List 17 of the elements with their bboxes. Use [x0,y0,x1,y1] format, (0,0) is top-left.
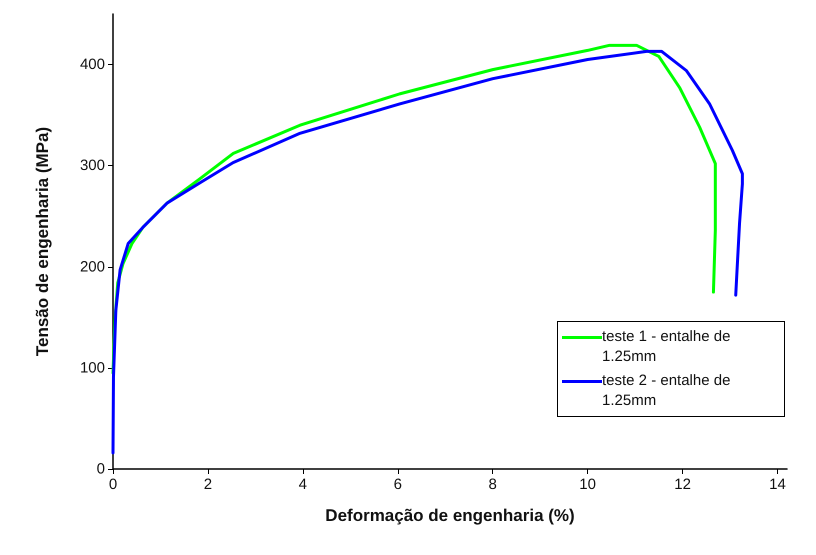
y-tick-label: 0 [96,460,105,478]
x-tick-label: 4 [298,476,308,493]
y-tick-label: 300 [80,157,105,174]
x-tick-label: 2 [204,476,212,493]
x-axis-title: Deformação de engenharia (%) [325,506,575,525]
y-tick-label: 100 [80,359,105,376]
line-series [112,50,744,454]
legend-label: teste 2 - entalhe de 1.25mm [602,371,732,411]
x-tick-label: 14 [769,476,786,493]
x-tick-label: 12 [674,476,691,493]
y-tick-label: 200 [80,258,105,276]
y-tick-label: 400 [80,56,105,74]
y-axis-title: Tensão de engenharia (MPa) [33,126,52,356]
x-tick-label: 6 [394,476,402,493]
x-tick-label: 10 [579,476,596,493]
x-tick-label: 0 [108,476,118,493]
x-tick-label: 8 [488,476,497,493]
